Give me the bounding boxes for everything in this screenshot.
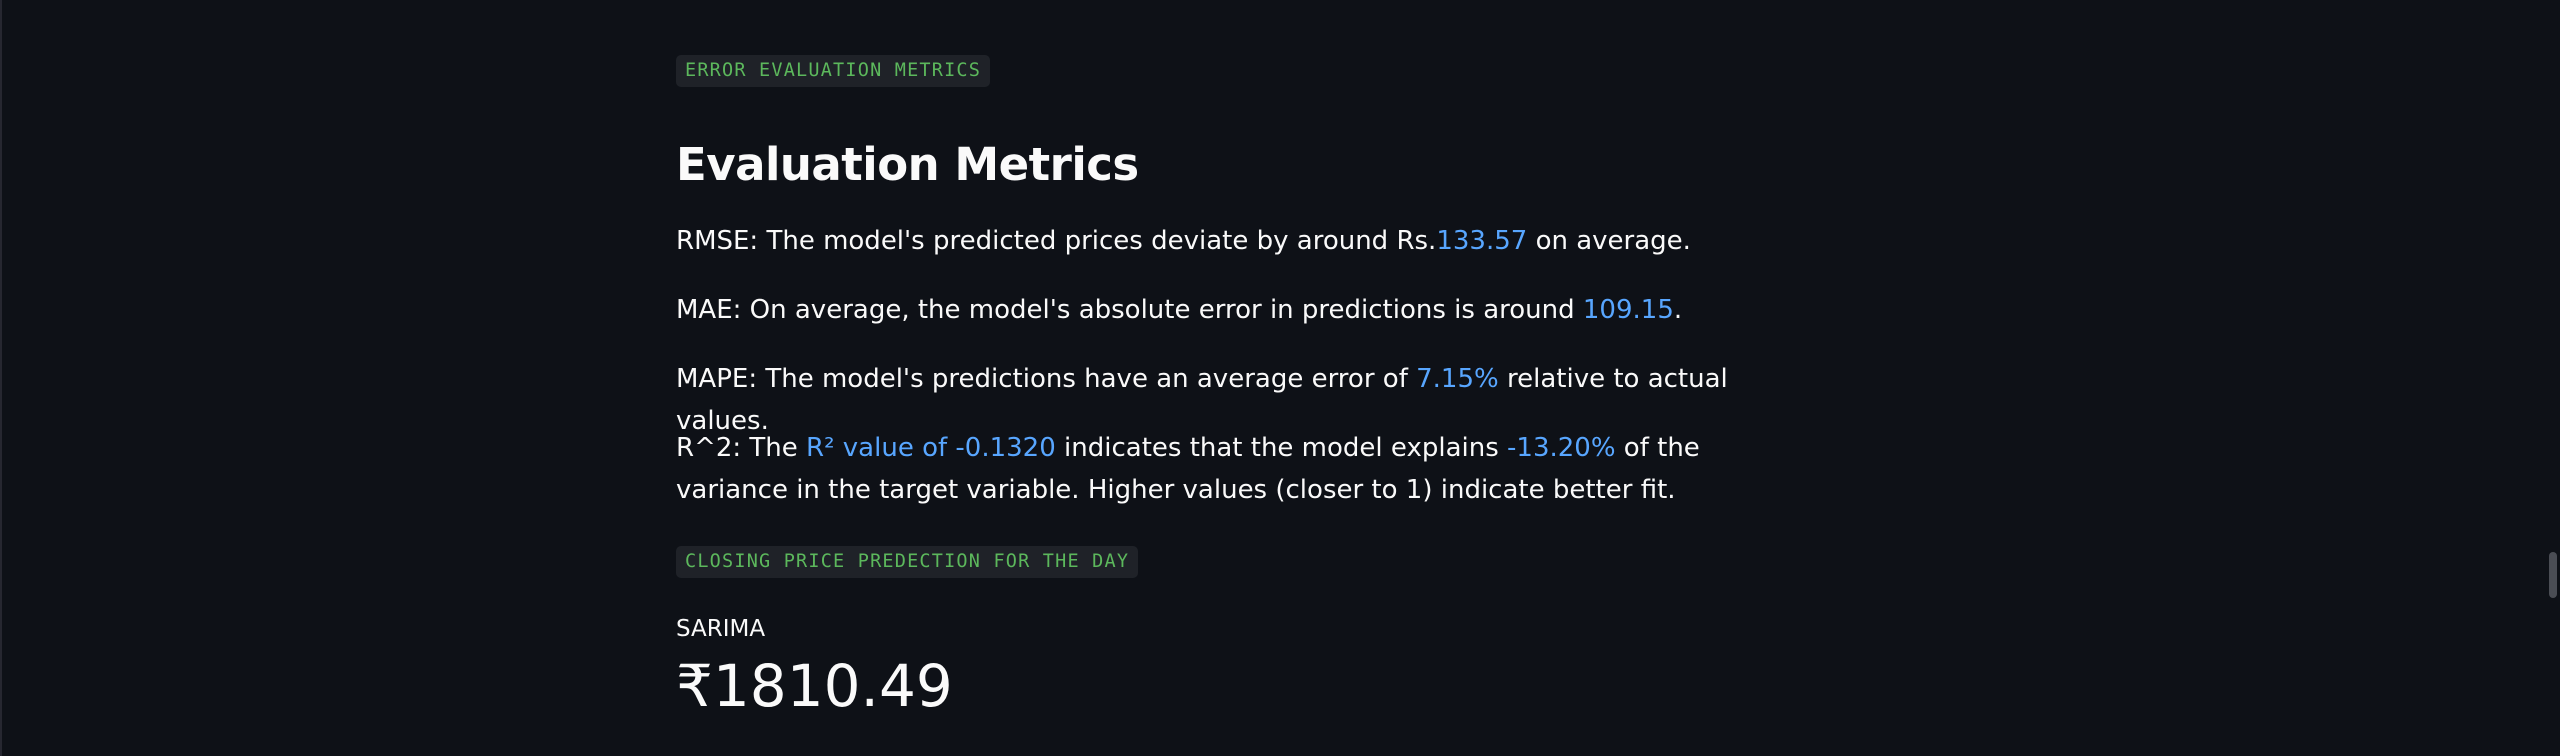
r2-value: R² value of -0.1320 bbox=[806, 433, 1056, 463]
mape-value: 7.15% bbox=[1416, 364, 1499, 394]
scrollbar-thumb[interactable] bbox=[2549, 552, 2557, 598]
mae-value: 109.15 bbox=[1582, 295, 1674, 325]
r2-suffix: of the variance in the target variable. … bbox=[676, 433, 1700, 505]
mae-prefix: MAE: On average, the model's absolute er… bbox=[676, 295, 1583, 325]
mae-suffix: . bbox=[1673, 295, 1683, 325]
left-divider bbox=[0, 0, 2, 756]
r2-middle: indicates that the model explains bbox=[1055, 433, 1508, 463]
mape-suffix: relative to actual values. bbox=[676, 364, 1728, 436]
rmse-text: RMSE: The model's predicted prices devia… bbox=[676, 220, 1816, 262]
rmse-value: 133.57 bbox=[1436, 226, 1528, 256]
section-title: Evaluation Metrics bbox=[676, 138, 1139, 191]
mape-text: MAPE: The model's predictions have an av… bbox=[676, 358, 1816, 442]
rmse-prefix: RMSE: The model's predicted prices devia… bbox=[676, 226, 1437, 256]
error-evaluation-tag: ERROR EVALUATION METRICS bbox=[676, 55, 991, 87]
r2-prefix: R^2: The bbox=[676, 433, 807, 463]
closing-price-tag: CLOSING PRICE PREDECTION FOR THE DAY bbox=[676, 546, 1139, 578]
mape-prefix: MAPE: The model's predictions have an av… bbox=[676, 364, 1417, 394]
r2-text: R^2: The R² value of -0.1320 indicates t… bbox=[676, 427, 1816, 511]
predicted-price: ₹1810.49 bbox=[676, 652, 953, 720]
mae-text: MAE: On average, the model's absolute er… bbox=[676, 289, 1816, 331]
rmse-suffix: on average. bbox=[1527, 226, 1691, 256]
model-label: SARIMA bbox=[676, 616, 766, 642]
r2-percent: -13.20% bbox=[1507, 433, 1616, 463]
